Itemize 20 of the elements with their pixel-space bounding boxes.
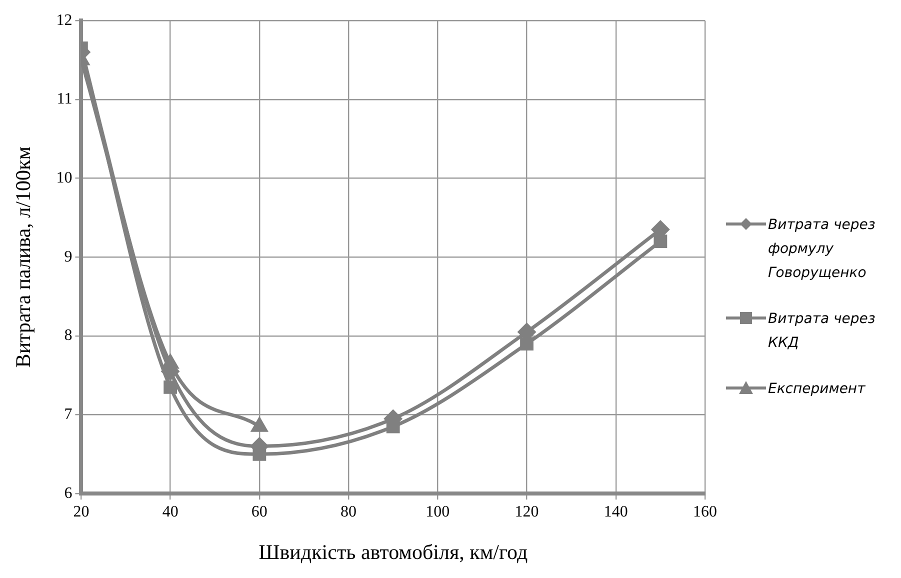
y-tick-label: 8 (64, 327, 72, 344)
legend-label: Витрата через формулу Говорущенко (768, 216, 876, 283)
y-tick-label: 7 (64, 406, 72, 423)
y-tick-label: 12 (56, 12, 72, 29)
y-tick-label: 9 (64, 248, 72, 266)
y-tick-label: 10 (56, 169, 72, 186)
x-tick-label: 160 (693, 503, 717, 520)
x-tick-label: 20 (73, 503, 90, 520)
legend-label: Експеримент (768, 380, 866, 399)
x-tick-label: 140 (604, 503, 628, 520)
legend-label: Витрата через ККД (768, 310, 876, 353)
y-tick-label: 6 (64, 484, 72, 502)
x-tick-label: 40 (162, 503, 178, 520)
x-tick-label: 80 (340, 503, 357, 520)
x-tick-label: 60 (251, 503, 268, 520)
x-tick-label: 100 (426, 503, 450, 520)
x-tick-label: 120 (514, 503, 539, 520)
x-axis-title: Швидкість автомобіля, км/год (258, 540, 528, 564)
y-axis-title: Витрата палива, л/100км (11, 146, 36, 368)
y-tick-label: 11 (56, 90, 72, 108)
